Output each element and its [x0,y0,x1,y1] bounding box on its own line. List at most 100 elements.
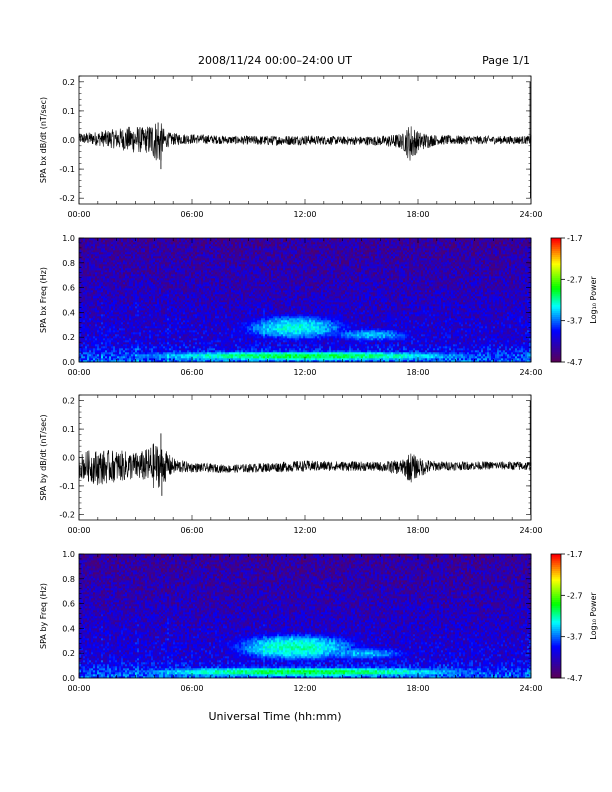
x-tick-label: 18:00 [406,210,429,219]
spectrogram-cell [133,330,135,332]
spectrogram-cell [221,320,223,322]
spectrogram-cell [129,348,131,350]
spectrogram-cell [223,276,225,278]
spectrogram-cell [199,336,201,338]
spectrogram-cell [127,258,129,260]
spectrogram-cell [203,356,205,358]
spectrogram-cell [123,330,125,332]
spectrogram-cell [203,304,205,306]
spectrogram-cell [213,358,215,360]
spectrogram-cell [155,242,157,244]
spectrogram-cell [159,338,161,340]
spectrogram-cell [183,312,185,314]
spectrogram-cell [167,326,169,328]
spectrogram-cell [199,312,201,314]
spectrogram-cell [101,246,103,248]
spectrogram-cell [101,320,103,322]
spectrogram-cell [195,356,197,358]
spectrogram-cell [151,308,153,310]
spectrogram-cell [87,346,89,348]
spectrogram-cell [149,346,151,348]
spectrogram-cell [133,308,135,310]
spectrogram-cell [123,266,125,268]
spectrogram-cell [219,350,221,352]
spectrogram-cell [167,354,169,356]
spectrogram-cell [145,266,147,268]
spectrogram-cell [233,244,235,246]
spectrogram-cell [157,302,159,304]
spectrogram-cell [195,314,197,316]
spectrogram-cell [175,322,177,324]
spectrogram-cell [199,334,201,336]
spectrogram-cell [91,338,93,340]
spectrogram-cell [115,326,117,328]
spectrogram-cell [151,342,153,344]
spectrogram-cell [205,276,207,278]
spectrogram-cell [93,326,95,328]
spectrogram-cell [91,288,93,290]
spectrogram-cell [123,350,125,352]
spectrogram-cell [81,308,83,310]
spectrogram-cell [215,344,217,346]
spectrogram-cell [111,280,113,282]
spectrogram-cell [233,296,235,298]
spectrogram-cell [161,332,163,334]
spectrogram-cell [95,352,97,354]
spectrogram-cell [105,342,107,344]
spectrogram-cell [89,244,91,246]
spectrogram-cell [143,266,145,268]
spectrogram-cell [127,352,129,354]
spectrogram-cell [225,284,227,286]
spectrogram-cell [227,296,229,298]
spectrogram-cell [91,310,93,312]
spectrogram-cell [179,264,181,266]
spectrogram-cell [181,330,183,332]
spectrogram-cell [211,304,213,306]
spectrogram-cell [119,344,121,346]
spectrogram-cell [189,350,191,352]
spectrogram-cell [173,308,175,310]
spectrogram-cell [93,258,95,260]
spectrogram-cell [169,304,171,306]
spectrogram-cell [107,270,109,272]
spectrogram-cell [111,336,113,338]
spectrogram-cell [213,354,215,356]
spectrogram-cell [127,288,129,290]
spectrogram-cell [89,346,91,348]
spectrogram-cell [145,348,147,350]
spectrogram-cell [227,306,229,308]
spectrogram-cell [151,348,153,350]
spectrogram-cell [119,302,121,304]
spectrogram-cell [117,266,119,268]
spectrogram-cell [119,348,121,350]
spectrogram-cell [201,280,203,282]
spectrogram-cell [111,324,113,326]
spectrogram-cell [185,306,187,308]
spectrogram-cell [123,264,125,266]
spectrogram-cell [117,304,119,306]
spectrogram-cell [119,330,121,332]
spectrogram-cell [217,260,219,262]
spectrogram-cell [111,310,113,312]
spectrogram-cell [89,308,91,310]
spectrogram-cell [207,292,209,294]
spectrogram-cell [213,332,215,334]
spectrogram-cell [89,312,91,314]
spectrogram-cell [205,346,207,348]
spectrogram-cell [191,282,193,284]
spectrogram-cell [201,248,203,250]
spectrogram-cell [131,246,133,248]
spectrogram-cell [99,356,101,358]
spectrogram-cell [195,354,197,356]
spectrogram-cell [153,282,155,284]
spectrogram-cell [161,262,163,264]
spectrogram-cell [217,270,219,272]
spectrogram-cell [191,264,193,266]
spectrogram-cell [151,302,153,304]
spectrogram-cell [185,244,187,246]
spectrogram-cell [217,352,219,354]
spectrogram-cell [223,292,225,294]
spectrogram-cell [197,314,199,316]
spectrogram-cell [91,270,93,272]
spectrogram-cell [83,280,85,282]
